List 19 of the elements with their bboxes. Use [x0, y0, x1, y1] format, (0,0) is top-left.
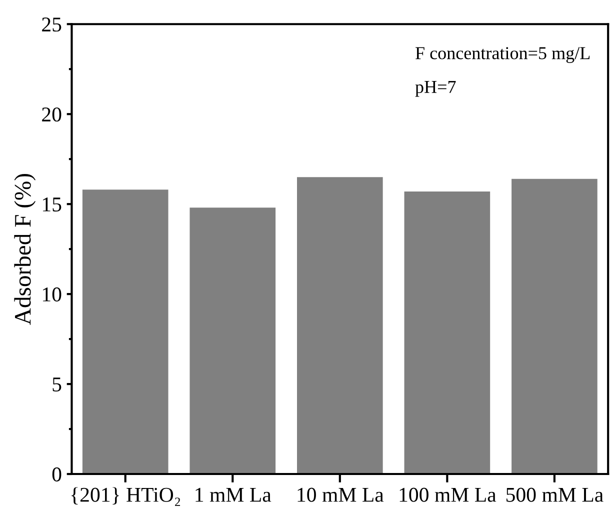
y-axis-title: Adsorbed F (%) [14, 174, 36, 325]
y-tick-label: 5 [52, 378, 62, 392]
y-tick-label: 25 [42, 18, 62, 32]
x-tick-label: 100 mM La [400, 488, 496, 502]
annotation: pH=7 [415, 81, 456, 97]
x-tick-label: {201} HTiO₂ [71, 487, 180, 506]
annotation: F concentration=5 mg/L [416, 47, 590, 63]
bar [404, 191, 490, 474]
bar [297, 177, 383, 474]
bar [82, 190, 168, 474]
x-tick-label: 500 mM La [506, 488, 604, 502]
bar [190, 208, 276, 474]
y-tick-label: 15 [43, 198, 62, 212]
y-tick-label: 10 [43, 287, 62, 302]
bar [512, 178, 598, 474]
x-tick-label: 1 mM La [196, 488, 272, 502]
x-tick-label: 10 mM La [298, 488, 384, 502]
y-tick-label: 20 [42, 107, 62, 122]
y-tick-label: 0 [52, 467, 62, 482]
